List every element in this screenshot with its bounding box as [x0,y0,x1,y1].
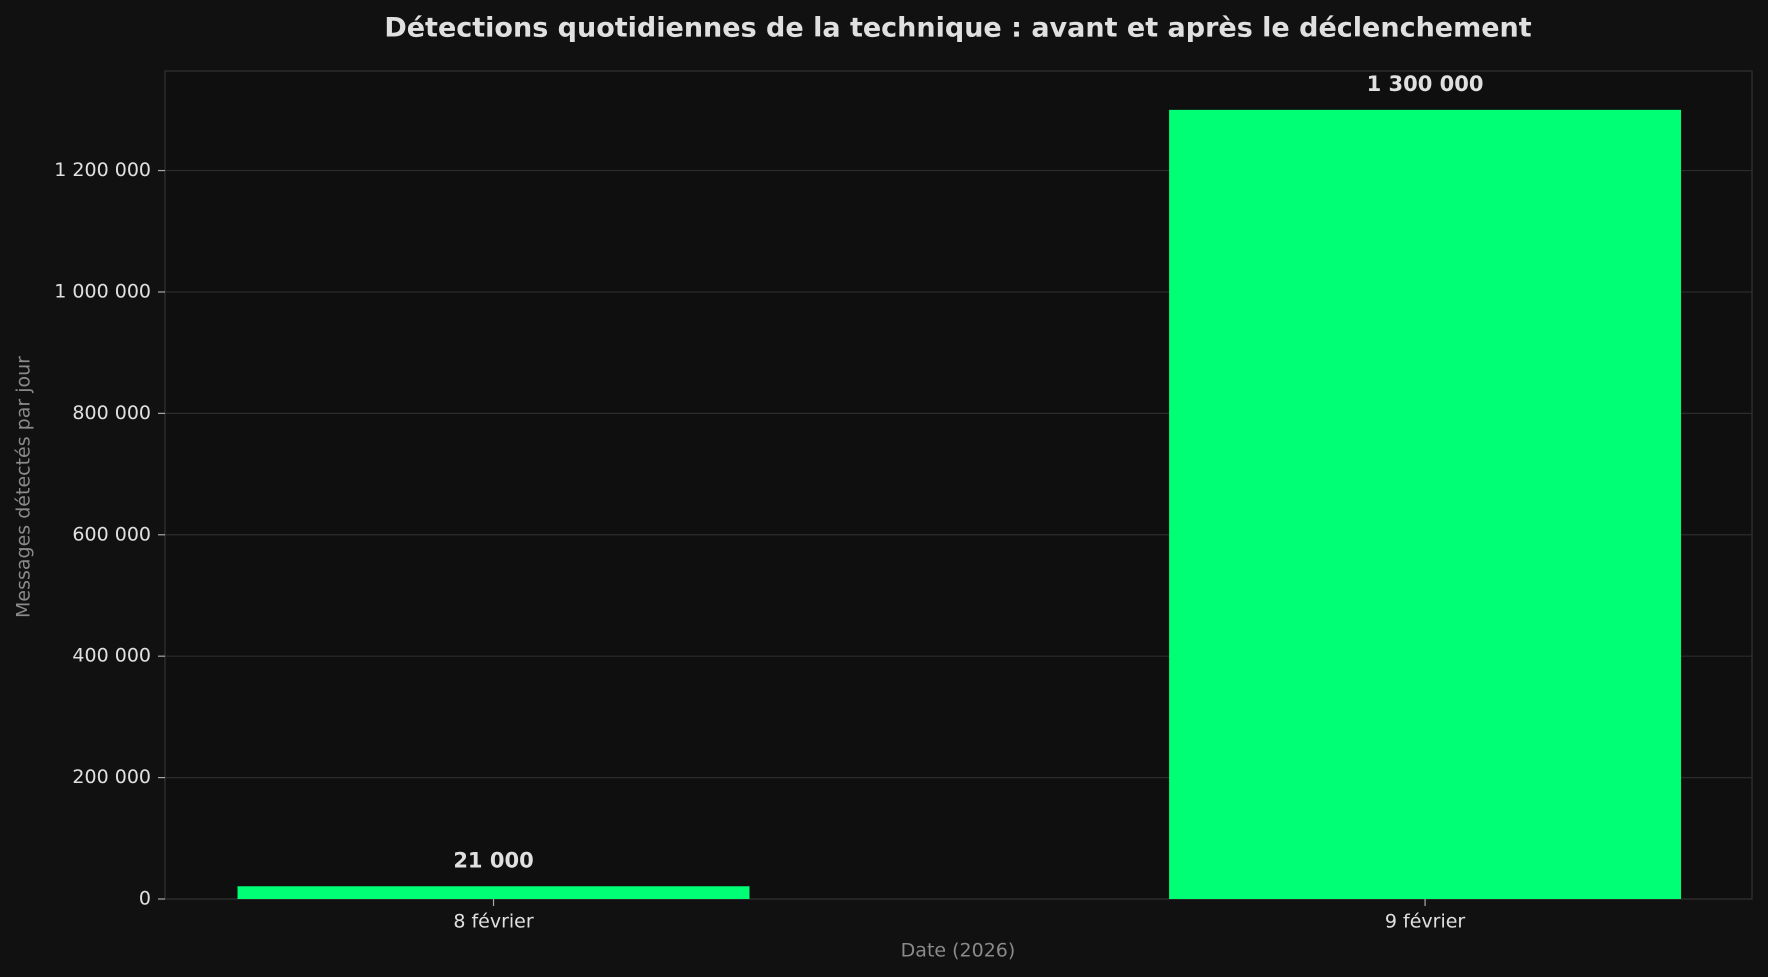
y-tick-label: 800 000 [72,402,151,424]
value-label: 1 300 000 [1367,72,1484,96]
y-tick-label: 200 000 [72,766,151,788]
x-axis-label: Date (2026) [901,940,1016,962]
bar [237,886,750,899]
x-tick-label: 9 février [1385,911,1466,933]
value-label: 21 000 [453,848,533,872]
bar [1169,109,1682,899]
y-tick-label: 1 200 000 [54,159,151,181]
chart-title: Détections quotidiennes de la technique … [384,13,1531,44]
x-tick-label: 8 février [453,911,534,933]
y-tick-label: 0 [139,888,151,910]
y-tick-label: 1 000 000 [54,280,151,302]
y-tick-label: 400 000 [72,645,151,667]
y-axis-label: Messages détectés par jour [13,356,35,618]
y-tick-label: 600 000 [72,523,151,545]
